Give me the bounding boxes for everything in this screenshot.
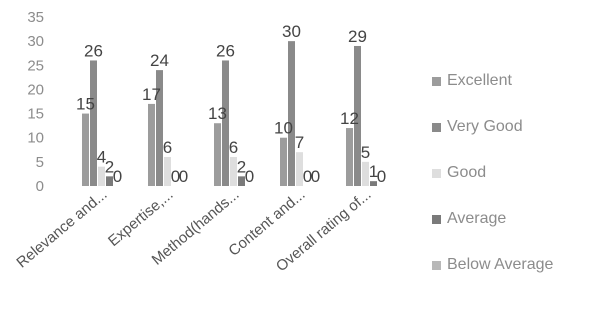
data-label: 10 [274,119,293,138]
legend-label: Very Good [447,118,523,135]
bar-good [230,157,237,186]
bar-very-good [156,70,163,186]
legend-item: Very Good [432,116,600,138]
y-tick-label: 5 [36,154,44,171]
bar-excellent [280,137,287,186]
legend-swatch [432,122,441,132]
data-label: 4 [97,148,106,167]
bar-good [98,166,105,186]
data-label: 2 [105,157,114,176]
data-label: 13 [208,104,227,123]
legend: Excellent Very Good Good Average Below Avera… [432,70,600,300]
y-tick-label: 25 [27,57,44,74]
bar-good [164,157,171,186]
data-label: 0 [377,167,386,186]
data-label: 0 [303,167,312,186]
legend-item: Average [432,208,600,230]
bar-very-good [222,60,229,187]
y-tick-label: 0 [36,178,44,195]
data-label: 30 [282,22,301,41]
legend-label: Good [447,164,487,181]
data-label: 0 [311,167,320,186]
data-label: 0 [245,167,254,186]
data-label: 6 [163,138,172,157]
legend-swatch [432,168,441,178]
data-label: 26 [216,41,235,60]
data-label: 7 [295,133,304,152]
bar-excellent [82,113,89,186]
data-label: 1 [369,162,378,181]
y-tick-label: 10 [27,130,44,147]
y-tick-label: 20 [27,81,44,98]
x-axis: Relevance and...Expertise,...Method(hand… [13,186,374,275]
y-tick-label: 30 [27,33,44,50]
y-tick-label: 15 [27,106,44,123]
bar-excellent [214,123,221,186]
data-label: 12 [340,109,359,128]
data-label: 26 [84,41,103,60]
bar-average [238,176,245,186]
bar-very-good [354,45,361,186]
legend-item: Below Average [432,254,600,276]
legend-label: Average [447,210,507,227]
bar-excellent [148,103,155,186]
category-label: Relevance and... [13,186,110,271]
bar-very-good [288,41,295,187]
legend-label: Below Average [447,256,554,273]
bar-excellent [346,128,353,186]
legend-item: Good [432,162,600,184]
bar-very-good [90,60,97,187]
data-label: 0 [179,167,188,186]
bar-average [370,181,377,186]
data-label: 0 [171,167,180,186]
legend-swatch [432,214,441,224]
data-label: 17 [142,85,161,104]
bars [82,41,377,187]
bar-average [106,176,113,186]
legend-swatch [432,260,441,270]
bar-good [296,152,303,186]
legend-label: Excellent [447,72,512,89]
y-tick-label: 35 [27,9,44,26]
data-label: 6 [229,138,238,157]
data-label: 0 [113,167,122,186]
legend-swatch [432,76,441,86]
data-label: 15 [76,95,95,114]
data-label: 24 [150,51,169,70]
bar-good [362,161,369,186]
data-label: 5 [361,143,370,162]
data-label: 29 [348,27,367,46]
y-axis: 0 5 10 15 20 25 30 35 [27,9,44,195]
data-label: 2 [237,157,246,176]
legend-item: Excellent [432,70,600,92]
